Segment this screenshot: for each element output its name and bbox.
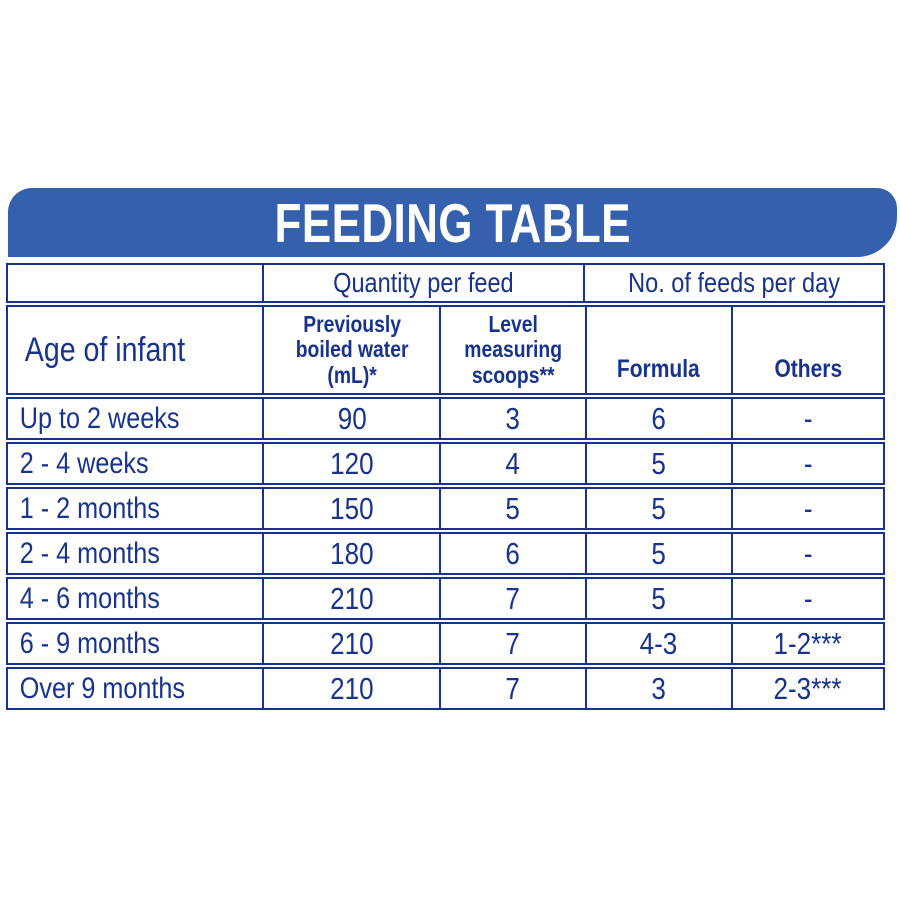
water-cell: 120 <box>262 444 439 483</box>
others-cell: 2-3*** <box>730 669 883 708</box>
scoops-cell: 4 <box>439 444 584 483</box>
others-cell: - <box>730 489 883 528</box>
table-row: Over 9 months 210 7 3 2-3*** <box>6 667 885 710</box>
page-title: FEEDING TABLE <box>274 191 631 254</box>
formula-cell: 5 <box>584 444 731 483</box>
water-cell: 180 <box>262 534 439 573</box>
group-header-feeds-label: No. of feeds per day <box>628 267 840 298</box>
age-cell: 2 - 4 weeks <box>19 446 149 480</box>
column-header-age: Age of infant <box>8 307 262 393</box>
scoops-cell: 7 <box>439 579 584 618</box>
table-row: 2 - 4 weeks 120 4 5 - <box>6 442 885 485</box>
water-cell: 210 <box>262 579 439 618</box>
others-cell: 1-2*** <box>730 624 883 663</box>
age-cell: 4 - 6 months <box>19 581 160 615</box>
water-cell: 210 <box>262 669 439 708</box>
formula-cell: 5 <box>584 489 731 528</box>
others-cell: - <box>730 579 883 618</box>
scoops-cell: 7 <box>439 624 584 663</box>
table-row: 6 - 9 months 210 7 4-3 1-2*** <box>6 622 885 665</box>
table-row: 4 - 6 months 210 7 5 - <box>6 577 885 620</box>
water-cell: 210 <box>262 624 439 663</box>
table-row: 1 - 2 months 150 5 5 - <box>6 487 885 530</box>
table-column-header-row: Age of infant Previously boiled water (m… <box>6 305 885 395</box>
water-cell: 150 <box>262 489 439 528</box>
formula-cell: 5 <box>584 579 731 618</box>
others-cell: - <box>730 399 883 438</box>
column-header-scoops: Level measuring scoops** <box>439 307 584 393</box>
formula-cell: 6 <box>584 399 731 438</box>
table-row: Up to 2 weeks 90 3 6 - <box>6 397 885 440</box>
formula-cell: 3 <box>584 669 731 708</box>
table-group-header-row: Quantity per feed No. of feeds per day <box>6 263 885 303</box>
scoops-cell: 3 <box>439 399 584 438</box>
column-header-age-label: Age of infant <box>24 330 186 369</box>
group-header-quantity-per-feed: Quantity per feed <box>262 265 583 301</box>
feeding-table: Quantity per feed No. of feeds per day A… <box>6 263 885 712</box>
column-header-boiled-water-label: Previously boiled water (mL)* <box>295 311 409 388</box>
others-cell: - <box>730 534 883 573</box>
group-header-feeds-per-day: No. of feeds per day <box>582 265 883 301</box>
others-cell: - <box>730 444 883 483</box>
group-header-spacer <box>8 265 262 301</box>
column-header-formula: Formula <box>584 307 731 393</box>
water-cell: 90 <box>262 399 439 438</box>
column-header-others-label: Others <box>774 355 842 383</box>
group-header-quantity-label: Quantity per feed <box>333 267 514 298</box>
column-header-formula-label: Formula <box>617 355 701 383</box>
age-cell: 6 - 9 months <box>19 626 160 660</box>
age-cell: Over 9 months <box>19 671 186 705</box>
column-header-others: Others <box>730 307 883 393</box>
age-cell: Up to 2 weeks <box>19 401 180 435</box>
scoops-cell: 7 <box>439 669 584 708</box>
title-banner: FEEDING TABLE <box>8 188 897 257</box>
age-cell: 1 - 2 months <box>19 491 160 525</box>
column-header-boiled-water: Previously boiled water (mL)* <box>262 307 439 393</box>
scoops-cell: 5 <box>439 489 584 528</box>
age-cell: 2 - 4 months <box>19 536 160 570</box>
formula-cell: 4-3 <box>584 624 731 663</box>
scoops-cell: 6 <box>439 534 584 573</box>
formula-cell: 5 <box>584 534 731 573</box>
column-header-scoops-label: Level measuring scoops** <box>464 311 562 388</box>
table-row: 2 - 4 months 180 6 5 - <box>6 532 885 575</box>
